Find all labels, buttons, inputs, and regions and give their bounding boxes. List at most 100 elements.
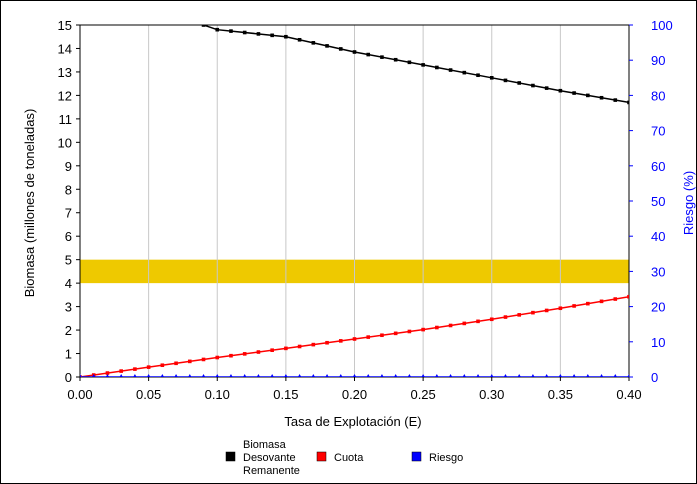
x-tick-label: 0.15: [273, 387, 298, 402]
legend-swatch: [225, 451, 236, 462]
series-marker: [407, 60, 412, 65]
x-tick-label: 0.10: [205, 387, 230, 402]
series-marker: [229, 374, 233, 377]
series-marker: [476, 374, 480, 377]
series-marker: [366, 52, 371, 57]
y-left-tick-label: 0: [65, 370, 72, 385]
series-marker: [325, 44, 329, 48]
series-marker: [229, 29, 233, 33]
series-marker: [188, 9, 192, 13]
series-marker: [613, 98, 618, 102]
series-marker: [544, 86, 549, 90]
series-marker: [462, 70, 467, 75]
y-left-tick-label: 12: [58, 88, 72, 103]
series-marker: [448, 323, 453, 328]
series-marker: [311, 374, 316, 377]
y-right-tick-label: 80: [651, 88, 665, 103]
x-tick-label: 0.00: [67, 387, 92, 402]
series-marker: [284, 346, 288, 351]
y-left-tick-label: 9: [65, 159, 72, 174]
series-marker: [201, 25, 206, 27]
y-left-tick-label: 5: [65, 253, 72, 268]
series-marker: [201, 357, 206, 362]
y-left-tick-label: 15: [58, 18, 72, 33]
series-marker: [531, 310, 535, 315]
x-tick-label: 0.35: [548, 387, 573, 402]
series-marker: [448, 68, 453, 72]
legend-label: Desovante: [243, 452, 296, 464]
series-marker: [393, 374, 398, 377]
y-left-tick-label: 10: [58, 135, 72, 150]
y-right-tick-label: 0: [651, 370, 658, 385]
series-marker: [489, 76, 494, 80]
legend-label: Cuota: [334, 452, 364, 464]
legend-swatch: [411, 451, 422, 462]
y-left-tick-label: 4: [65, 276, 72, 291]
series-marker: [188, 359, 192, 364]
legend-label: Biomasa: [243, 439, 287, 451]
series-marker: [435, 374, 439, 377]
series-marker: [517, 81, 521, 85]
series-marker: [174, 374, 178, 377]
x-tick-label: 0.25: [410, 387, 435, 402]
series-marker: [133, 374, 137, 377]
series-marker: [284, 34, 288, 39]
series-marker: [462, 374, 466, 377]
x-axis-label: Tasa de Explotación (E): [284, 414, 421, 429]
series-marker: [380, 374, 384, 377]
series-marker: [338, 47, 343, 51]
y-left-tick-label: 2: [65, 323, 72, 338]
series-marker: [503, 374, 508, 377]
series-marker: [558, 374, 563, 377]
series-marker: [160, 363, 165, 368]
series-marker: [490, 374, 494, 377]
series-marker: [256, 374, 261, 377]
series-marker: [435, 325, 439, 330]
series-marker: [242, 352, 247, 356]
legend-label: Riesgo: [429, 452, 463, 464]
series-marker: [270, 33, 274, 38]
series-marker: [380, 333, 384, 338]
series-marker: [407, 374, 412, 377]
series-marker: [105, 371, 110, 375]
y-axis-right-label: Riesgo (%): [681, 171, 696, 235]
x-tick-label: 0.05: [136, 387, 161, 402]
series-marker: [421, 374, 425, 377]
series-marker: [599, 374, 604, 377]
series-marker: [476, 319, 480, 324]
series-marker: [215, 355, 220, 360]
series-marker: [599, 299, 604, 304]
series-marker: [613, 297, 618, 301]
y-right-tick-label: 40: [651, 229, 665, 244]
series-marker: [380, 55, 384, 59]
series-marker: [80, 374, 82, 377]
series-marker: [215, 374, 219, 377]
series-marker: [325, 340, 329, 345]
series-marker: [160, 374, 165, 377]
series-marker: [489, 317, 494, 322]
series-marker: [544, 308, 549, 313]
series-marker: [92, 374, 96, 377]
series-marker: [503, 78, 508, 83]
series-marker: [215, 27, 220, 32]
series-marker: [586, 374, 590, 377]
series-marker: [421, 327, 425, 332]
series-marker: [627, 374, 629, 377]
series-marker: [161, 0, 165, 4]
y-right-tick-label: 20: [651, 300, 665, 315]
y-left-tick-label: 8: [65, 182, 72, 197]
series-marker: [146, 365, 151, 369]
y-right-tick-label: 10: [651, 335, 665, 350]
series-marker: [256, 32, 261, 36]
series-marker: [339, 374, 343, 377]
y-right-tick-label: 30: [651, 264, 665, 279]
series-marker: [558, 88, 563, 93]
y-right-tick-label: 100: [651, 18, 673, 33]
series-marker: [352, 374, 357, 377]
series-marker: [572, 91, 576, 95]
series-marker: [572, 374, 576, 377]
series-marker: [243, 374, 247, 377]
y-right-tick-label: 60: [651, 159, 665, 174]
